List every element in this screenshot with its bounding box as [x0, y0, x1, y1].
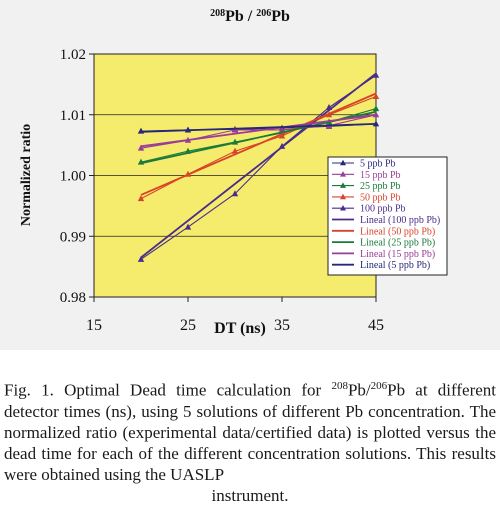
caption-prefix: Fig. 1. Optimal Dead time calculation fo… [4, 380, 332, 400]
title-element-2: Pb [271, 8, 290, 25]
legend-label: Lineal (25 ppb Pb) [360, 238, 435, 249]
legend-item: Lineal (50 ppb Pb) [332, 226, 435, 237]
x-tick-label: 15 [86, 317, 102, 334]
caption-sup-2: 206 [370, 380, 388, 392]
y-tick-label: 0.99 [60, 229, 86, 245]
x-tick-label: 35 [274, 317, 290, 334]
data-point [372, 71, 380, 78]
legend-label: Lineal (100 ppb Pb) [360, 215, 440, 226]
legend-label: 15 ppb Pb [360, 170, 401, 181]
legend-item: Lineal (25 ppb Pb) [332, 238, 435, 249]
chart-figure: 208Pb / 206Pb 0.98 0.99 1.00 1.01 1.02 15 25 3… [0, 0, 500, 350]
legend-item: 25 ppb Pb [332, 181, 401, 192]
data-point [278, 132, 286, 139]
legend-label: 100 ppb Pb [360, 204, 406, 215]
series-6 [140, 92, 377, 196]
data-point [372, 120, 380, 127]
legend-item: 5 ppb Pb [332, 159, 396, 170]
data-point [184, 223, 192, 230]
data-point [231, 190, 239, 197]
data-point [278, 126, 286, 133]
legend-swatch-marker [340, 171, 346, 177]
legend-item: 100 ppb Pb [332, 204, 406, 215]
y-tick-label: 1.00 [60, 169, 86, 185]
x-tick-label: 25 [180, 317, 196, 334]
data-point [137, 255, 145, 262]
data-point [372, 105, 380, 112]
title-separator: / [244, 8, 256, 25]
title-sup-1: 208 [210, 8, 225, 19]
legend-item: 15 ppb Pb [332, 170, 401, 181]
y-axis-label: Normalized ratio [19, 124, 34, 226]
trendline [140, 72, 377, 259]
trendline [140, 113, 377, 148]
figure-caption: Fig. 1. Optimal Dead time calculation fo… [4, 376, 496, 526]
legend-label: Lineal (50 ppb Pb) [360, 226, 435, 237]
legend-item: Lineal (100 ppb Pb) [332, 215, 440, 226]
legend-box [327, 156, 448, 276]
data-point [137, 195, 145, 202]
legend-swatch-marker [340, 205, 346, 211]
legend-item: Lineal (15 ppb Pb) [332, 249, 435, 260]
legend-swatch-marker [340, 193, 346, 200]
title-sup-2: 206 [256, 8, 271, 19]
legend-label: Lineal (15 ppb Pb) [360, 249, 435, 260]
y-tick-label: 1.01 [60, 108, 86, 124]
data-point [372, 93, 380, 100]
x-tick-label: 45 [368, 317, 384, 334]
legend-item: Lineal (5 ppb Pb) [332, 260, 430, 271]
y-tick-label: 0.98 [60, 290, 86, 306]
series-line [140, 74, 377, 260]
caption-last-line: instrument. [211, 485, 289, 505]
legend-swatch-marker [340, 159, 346, 166]
caption-mid: Pb/ [347, 380, 371, 400]
caption-rest: Pb at different detector times (ns), usi… [4, 380, 497, 484]
legend-item: 50 ppb Pb [332, 192, 401, 203]
caption-text: Fig. 1. Optimal Dead time calculation fo… [4, 376, 496, 506]
x-axis-label: DT (ns) [214, 320, 266, 337]
caption-sup-1: 208 [331, 380, 348, 392]
series-layer [137, 71, 380, 262]
legend-label: Lineal (5 ppb Pb) [360, 260, 430, 271]
y-axis-ticks: 0.98 0.99 1.00 1.01 1.02 [60, 47, 94, 306]
series-9 [140, 123, 377, 133]
x-axis-ticks: 15 25 35 45 [86, 297, 384, 334]
legend-label: 5 ppb Pb [360, 159, 396, 170]
legend-label: 50 ppb Pb [360, 192, 401, 203]
series-8 [140, 113, 377, 148]
chart-title: 208Pb / 206Pb [210, 8, 290, 25]
legend-swatch-marker [340, 182, 346, 188]
trendline [140, 123, 377, 133]
title-element-1: Pb [225, 8, 244, 25]
legend-label: 25 ppb Pb [360, 181, 401, 192]
chart-svg: 208Pb / 206Pb 0.980.991.001.011.02 15 25 3… [19, 8, 448, 337]
series-5 [140, 72, 377, 259]
data-point [137, 144, 145, 151]
trendline [140, 92, 377, 196]
data-point [231, 147, 239, 154]
y-tick-label: 1.02 [60, 47, 86, 63]
